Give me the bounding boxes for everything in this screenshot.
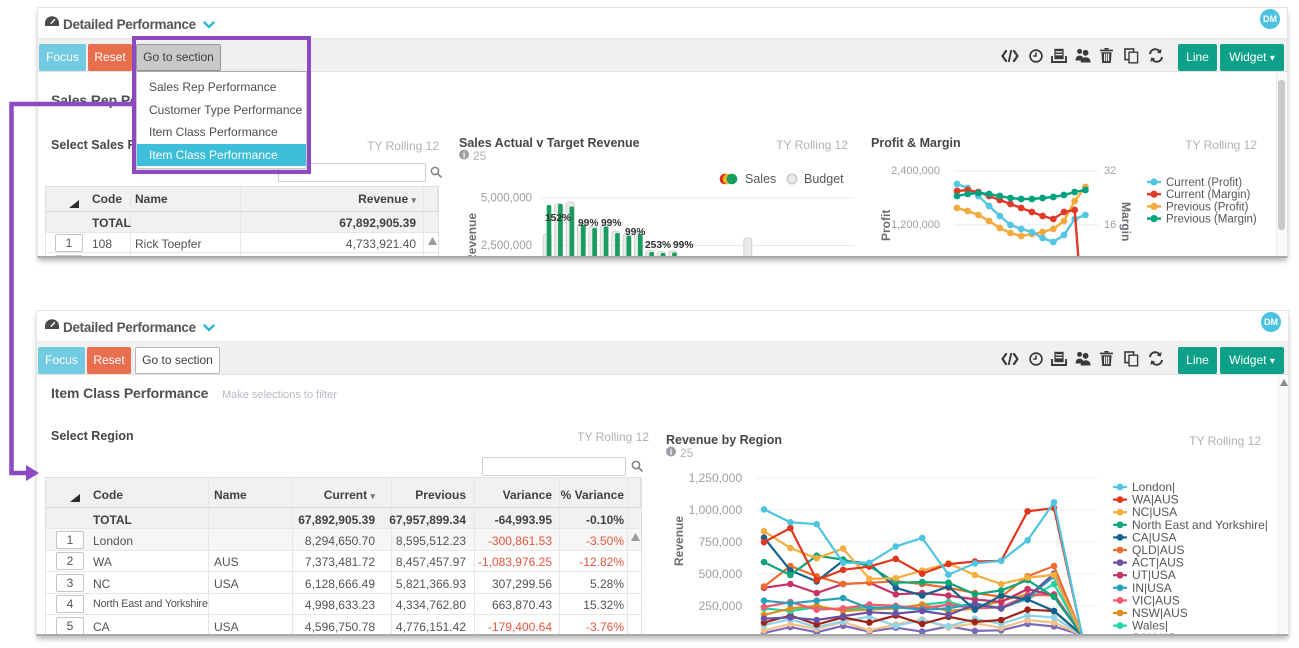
svg-text:99%: 99%	[601, 218, 621, 229]
svg-text:2,400,000: 2,400,000	[891, 165, 940, 177]
svg-text:100%: 100%	[694, 255, 720, 258]
svg-text:99%: 99%	[625, 227, 645, 238]
svg-text:5,000,000: 5,000,000	[481, 193, 532, 205]
svg-text:QLD|AUS: QLD|AUS	[1132, 543, 1184, 557]
svg-text:99%: 99%	[578, 218, 598, 229]
svg-text:CA|USA: CA|USA	[1132, 530, 1176, 544]
svg-text:250,000: 250,000	[699, 599, 743, 613]
svg-text:NSW|AUS: NSW|AUS	[1132, 606, 1188, 620]
svg-text:500,000: 500,000	[699, 567, 743, 581]
svg-text:Current (Margin): Current (Margin)	[1166, 189, 1251, 201]
svg-text:WA|AUS: WA|AUS	[1132, 493, 1179, 507]
svg-text:IN|USA: IN|USA	[1132, 581, 1172, 595]
svg-text:Previous (Margin): Previous (Margin)	[1166, 214, 1257, 226]
svg-text:Sales: Sales	[745, 172, 776, 186]
svg-text:99%: 99%	[673, 240, 693, 251]
svg-text:152%: 152%	[545, 213, 571, 224]
svg-text:UT|USA: UT|USA	[1132, 568, 1176, 582]
svg-text:Wales|: Wales|	[1132, 619, 1168, 633]
svg-text:VIC|AUS: VIC|AUS	[1132, 593, 1180, 607]
svg-text:Budget: Budget	[804, 172, 844, 186]
svg-text:North East and Yorkshire|: North East and Yorkshire|	[1132, 518, 1268, 532]
svg-text:1,200,000: 1,200,000	[891, 219, 940, 231]
svg-text:Previous (Profit): Previous (Profit)	[1166, 201, 1249, 213]
svg-text:i: i	[463, 150, 466, 160]
svg-text:1,250,000: 1,250,000	[689, 471, 743, 485]
svg-text:2,500,000: 2,500,000	[481, 240, 532, 252]
svg-text:1,000,000: 1,000,000	[689, 503, 743, 517]
svg-text:750,000: 750,000	[699, 535, 743, 549]
svg-text:SA|AUS: SA|AUS	[1132, 631, 1176, 636]
svg-text:58%: 58%	[747, 255, 767, 258]
svg-text:99%: 99%	[721, 255, 741, 258]
svg-text:253%: 253%	[645, 240, 671, 251]
svg-text:i: i	[670, 447, 673, 457]
svg-text:32: 32	[1104, 165, 1116, 177]
svg-text:London|: London|	[1132, 480, 1175, 494]
svg-text:NC|USA: NC|USA	[1132, 505, 1177, 519]
svg-text:ACT|AUS: ACT|AUS	[1132, 556, 1184, 570]
svg-text:Current (Profit): Current (Profit)	[1166, 177, 1242, 189]
svg-text:16: 16	[1104, 219, 1116, 231]
